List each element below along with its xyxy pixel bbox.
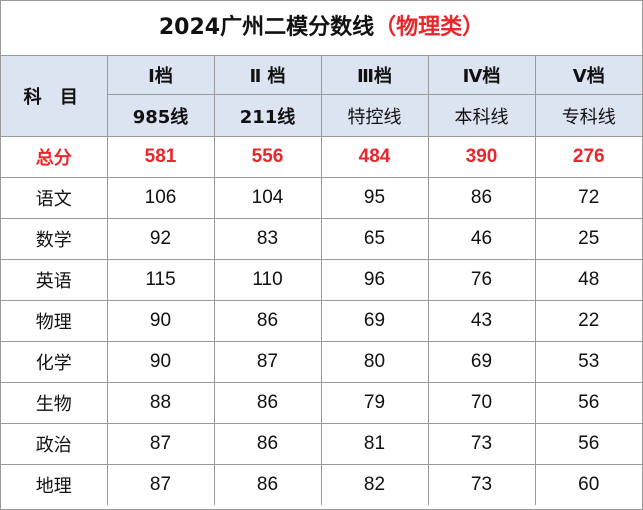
score-cell: 115: [107, 260, 214, 301]
line-header-3: 特控线: [321, 95, 428, 137]
line-header-5: 专科线: [535, 95, 642, 137]
tier-header-1: I档: [107, 56, 214, 95]
row-subject: 总分: [1, 137, 107, 178]
table-row-total: 总分 581 556 484 390 276: [1, 137, 642, 178]
score-cell: 70: [428, 383, 535, 424]
score-cell: 484: [321, 137, 428, 178]
score-cell: 25: [535, 219, 642, 260]
score-cell: 581: [107, 137, 214, 178]
subject-header: 科 目: [1, 56, 107, 137]
score-cell: 92: [107, 219, 214, 260]
score-cell: 87: [107, 424, 214, 465]
score-cell: 390: [428, 137, 535, 178]
score-cell: 73: [428, 424, 535, 465]
table-row: 化学 90 87 80 69 53: [1, 342, 642, 383]
row-subject: 政治: [1, 424, 107, 465]
score-cell: 69: [321, 301, 428, 342]
score-cell: 86: [428, 178, 535, 219]
score-cell: 83: [214, 219, 321, 260]
score-cell: 106: [107, 178, 214, 219]
score-cell: 88: [107, 383, 214, 424]
header-row-tiers: 科 目 I档 Ⅱ 档 Ⅲ档 Ⅳ档 Ⅴ档: [1, 56, 642, 95]
page-title: 2024广州二模分数线（物理类）: [1, 1, 642, 56]
table-row: 物理 90 86 69 43 22: [1, 301, 642, 342]
score-cell: 90: [107, 301, 214, 342]
row-subject: 语文: [1, 178, 107, 219]
score-cell: 80: [321, 342, 428, 383]
score-cell: 22: [535, 301, 642, 342]
score-cell: 56: [535, 424, 642, 465]
score-cell: 72: [535, 178, 642, 219]
score-cell: 95: [321, 178, 428, 219]
line-header-1: 985线: [107, 95, 214, 137]
row-subject: 地理: [1, 465, 107, 506]
table-row: 语文 106 104 95 86 72: [1, 178, 642, 219]
score-cell: 86: [214, 424, 321, 465]
table-row: 英语 115 110 96 76 48: [1, 260, 642, 301]
table-row: 数学 92 83 65 46 25: [1, 219, 642, 260]
row-subject: 生物: [1, 383, 107, 424]
score-cell: 90: [107, 342, 214, 383]
score-cell: 48: [535, 260, 642, 301]
row-subject: 英语: [1, 260, 107, 301]
score-cell: 87: [214, 342, 321, 383]
score-cell: 86: [214, 465, 321, 506]
score-table: 科 目 I档 Ⅱ 档 Ⅲ档 Ⅳ档 Ⅴ档 985线 211线 特控线 本科线 专科…: [1, 56, 642, 505]
tier-header-4: Ⅳ档: [428, 56, 535, 95]
table-row: 政治 87 86 81 73 56: [1, 424, 642, 465]
score-cell: 76: [428, 260, 535, 301]
title-main: 2024广州二模分数线: [159, 15, 374, 40]
score-cell: 60: [535, 465, 642, 506]
row-subject: 数学: [1, 219, 107, 260]
score-cell: 69: [428, 342, 535, 383]
row-subject: 化学: [1, 342, 107, 383]
score-cell: 81: [321, 424, 428, 465]
score-cell: 556: [214, 137, 321, 178]
score-cell: 56: [535, 383, 642, 424]
score-cell: 86: [214, 301, 321, 342]
line-header-4: 本科线: [428, 95, 535, 137]
score-cell: 43: [428, 301, 535, 342]
score-cell: 276: [535, 137, 642, 178]
score-cell: 86: [214, 383, 321, 424]
score-cell: 82: [321, 465, 428, 506]
tier-header-5: Ⅴ档: [535, 56, 642, 95]
score-cell: 53: [535, 342, 642, 383]
score-cell: 110: [214, 260, 321, 301]
title-highlight: （物理类）: [374, 15, 484, 40]
score-cell: 79: [321, 383, 428, 424]
tier-header-2: Ⅱ 档: [214, 56, 321, 95]
line-header-2: 211线: [214, 95, 321, 137]
score-cell: 96: [321, 260, 428, 301]
row-subject: 物理: [1, 301, 107, 342]
score-cell: 104: [214, 178, 321, 219]
score-cell: 73: [428, 465, 535, 506]
table-row: 生物 88 86 79 70 56: [1, 383, 642, 424]
table-row: 地理 87 86 82 73 60: [1, 465, 642, 506]
score-cell: 46: [428, 219, 535, 260]
score-cell: 87: [107, 465, 214, 506]
score-cell: 65: [321, 219, 428, 260]
tier-header-3: Ⅲ档: [321, 56, 428, 95]
